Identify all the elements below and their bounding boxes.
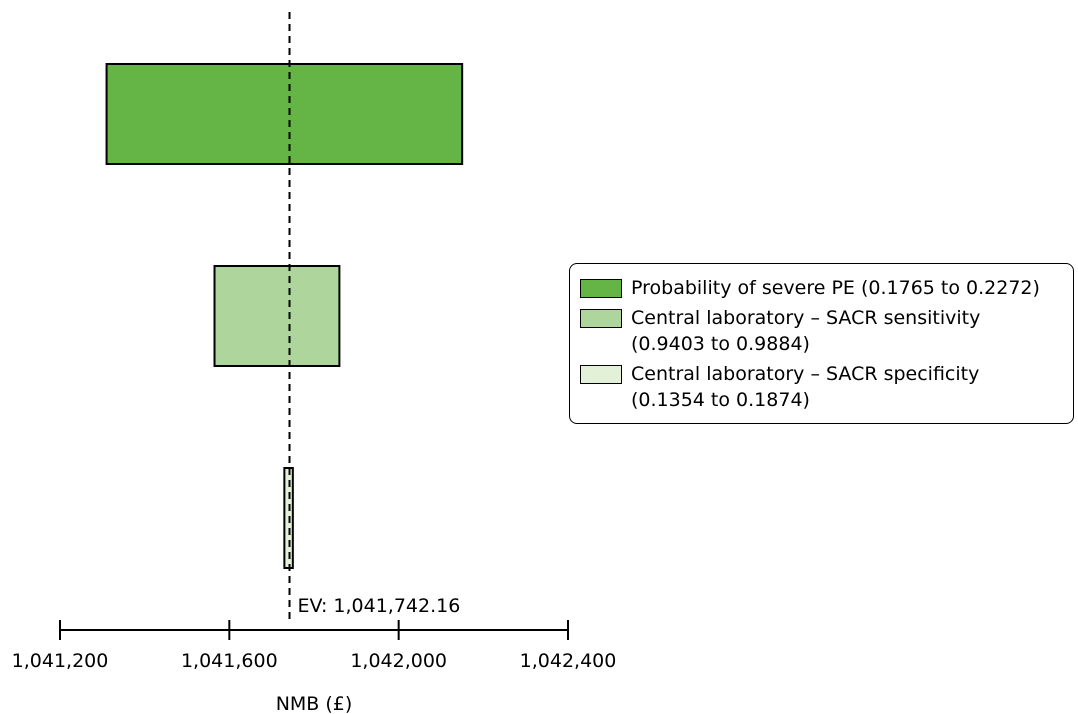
x-axis: 1,041,200 1,041,600 1,042,000 1,042,400 [12,620,617,672]
bars-layer [105,63,464,569]
x-tick-label: 1,042,000 [350,650,447,672]
legend-label-line1: Central laboratory – SACR specificity [631,363,980,385]
legend: Probability of severe PE (0.1765 to 0.22… [569,263,1074,424]
legend-label-line1: Central laboratory – SACR sensitivity [631,307,981,329]
legend-label-line1: Probability of severe PE (0.1765 to 0.22… [631,277,1040,299]
legend-swatch-sacr-specificity [580,365,622,384]
legend-label-line2: (0.9403 to 0.9884) [631,333,810,355]
legend-swatch-sacr-sensitivity [580,309,622,328]
legend-label-line2: (0.1354 to 0.1874) [631,389,810,411]
x-tick-label: 1,042,400 [520,650,617,672]
expected-value-label: EV: 1,041,742.16 [298,595,461,617]
legend-swatch-severe-pe [580,279,622,298]
bar-2 [213,265,341,367]
bar-1 [105,63,464,165]
x-tick-label: 1,041,200 [12,650,109,672]
x-tick-label: 1,041,600 [181,650,278,672]
x-axis-title: NMB (£) [276,693,353,714]
